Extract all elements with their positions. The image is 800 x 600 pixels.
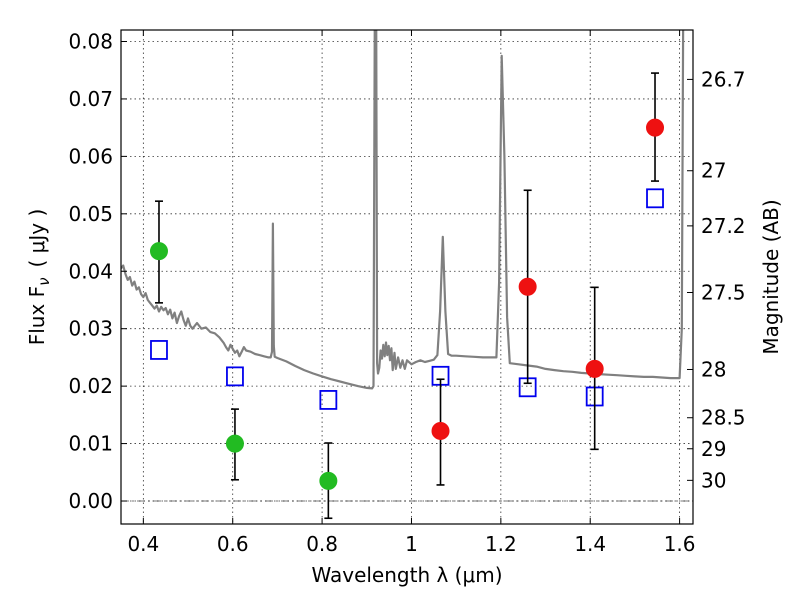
x-tick-label: 0.6 <box>217 532 249 556</box>
data-point <box>585 359 604 378</box>
x-tick-label: 0.4 <box>127 532 159 556</box>
y-tick-label: 0.06 <box>68 144 113 168</box>
y-tick-label: 0.02 <box>68 374 113 398</box>
y2-tick-label: 29 <box>701 437 726 461</box>
y2-axis-title: Magnitude (AB) <box>759 199 783 354</box>
y-tick-label: 0.00 <box>68 489 113 513</box>
spectrum-line <box>121 30 685 390</box>
axis-ticks: 0.4 0.6 0.8 1 1.2 1.4 1.6 0.00 0.01 0.02 0.03 0.04 0… <box>68 29 745 556</box>
y-axis-title-subscript: ν <box>35 277 53 285</box>
y2-tick-label: 27.5 <box>701 281 746 305</box>
x-tick-label: 1.6 <box>664 532 696 556</box>
y-tick-label: 0.04 <box>68 259 113 283</box>
x-tick-label: 0.8 <box>306 532 338 556</box>
y2-tick-label: 27 <box>701 159 726 183</box>
y2-tick-label: 30 <box>701 468 726 492</box>
y2-tick-label: 28 <box>701 357 726 381</box>
data-point <box>431 421 450 440</box>
y-axis-title-unit: ( μJy ) <box>25 209 49 268</box>
y-tick-label: 0.01 <box>68 432 113 456</box>
y-axis-title: Flux Fν ( μJy ) <box>25 209 53 346</box>
y-tick-label: 0.08 <box>68 29 113 53</box>
data-point <box>518 277 537 296</box>
y2-tick-label: 27.2 <box>701 214 746 238</box>
model-square <box>150 340 168 360</box>
data-point <box>149 242 168 261</box>
grid <box>121 30 693 524</box>
y-tick-label: 0.05 <box>68 202 113 226</box>
data-point <box>225 434 244 453</box>
data-point <box>646 118 665 137</box>
x-tick-label: 1 <box>405 532 418 556</box>
plot-background <box>121 30 693 524</box>
model-square <box>226 366 244 387</box>
y-tick-label: 0.03 <box>68 317 113 341</box>
x-tick-label: 1.4 <box>574 532 606 556</box>
x-axis-title: Wavelength λ (μm) <box>311 563 502 587</box>
model-square <box>646 188 664 209</box>
data-markers <box>149 72 665 520</box>
plot-area <box>121 30 685 390</box>
plot-frame <box>120 29 694 525</box>
y-tick-label: 0.07 <box>68 87 113 111</box>
y-axis-title-main: Flux F <box>25 286 49 345</box>
data-point <box>319 471 338 490</box>
x-tick-label: 1.2 <box>485 532 517 556</box>
y2-tick-label: 26.7 <box>701 67 746 91</box>
y2-tick-label: 28.5 <box>701 406 746 430</box>
model-square <box>319 390 338 410</box>
